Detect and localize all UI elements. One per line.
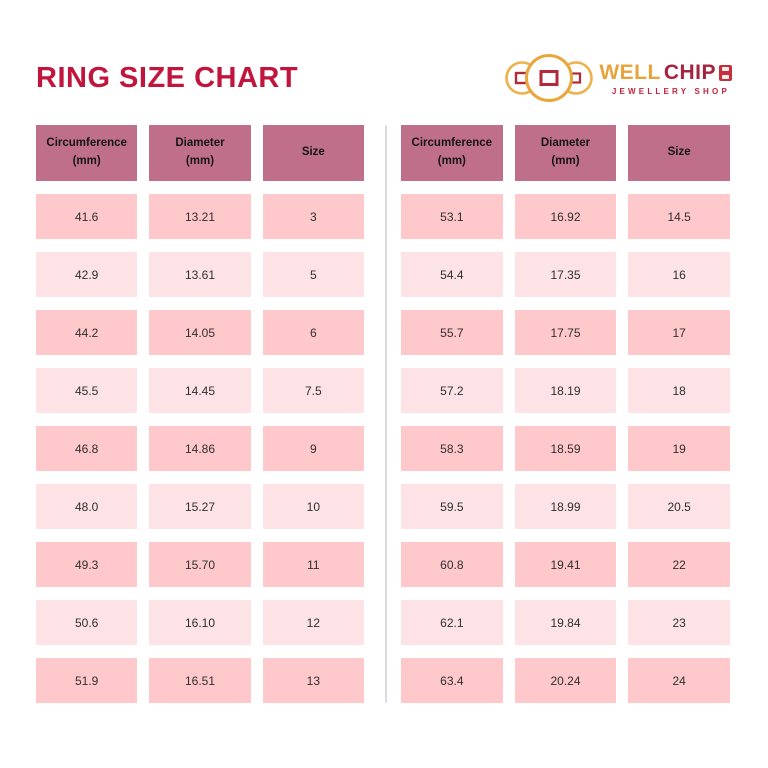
data-cell: 13.21 [149,194,251,239]
data-cell: 45.5 [36,368,138,413]
data-cell: 16.51 [149,658,251,703]
data-cell: 14.86 [149,426,251,471]
data-cell: 16.92 [514,194,617,239]
page-title: RING SIZE CHART [36,61,299,94]
data-cell: 20.24 [514,658,617,703]
topbar: RING SIZE CHART WELL CHIP JEWELLERY SHOP [36,46,732,110]
data-cell: 58.3 [401,426,503,471]
data-cell: 10 [262,484,364,529]
data-cell: 16 [628,252,730,297]
data-cell: 14.45 [149,368,251,413]
tables-section: Circumference (mm) Diameter (mm) Size 41.6 13.… [36,125,732,703]
ring-size-table-right: Circumference (mm) Diameter (mm) Size 53.1 16.… [401,125,730,703]
data-cell: 23 [628,600,730,645]
data-cell: 14.05 [149,310,251,355]
data-cell: 3 [262,194,364,239]
data-cell: 60.8 [401,542,503,587]
header-text: Size [301,146,325,159]
data-cell: 16.10 [149,600,251,645]
header-text: Diameter [175,137,225,150]
data-cell: 46.8 [36,426,138,471]
brand-well: WELL [599,60,661,84]
data-cell: 7.5 [262,368,364,413]
brand-chip: CHIP [663,60,716,84]
data-cell: 18.99 [514,484,617,529]
data-cell: 18.59 [514,426,617,471]
data-cell: 20.5 [628,484,730,529]
data-cell: 63.4 [401,658,503,703]
data-cell: 51.9 [36,658,138,703]
data-cell: 17.35 [514,252,617,297]
data-cell: 54.4 [401,252,503,297]
header-text: (mm) [72,155,101,167]
header-cell: Size [628,125,730,181]
header-text: (mm) [437,155,466,167]
data-cell: 50.6 [36,600,138,645]
header-cell: Circumference (mm) [401,125,503,181]
data-cell: 14.5 [628,194,730,239]
data-cell: 13.61 [149,252,251,297]
data-cell: 62.1 [401,600,503,645]
data-cell: 13 [262,658,364,703]
data-cell: 15.70 [149,542,251,587]
header-cell: Circumference (mm) [36,125,138,181]
header-text: (mm) [551,155,580,167]
data-cell: 17.75 [514,310,617,355]
header-text: Circumference [411,137,493,150]
data-cell: 57.2 [401,368,503,413]
header-cell: Diameter (mm) [149,125,251,181]
data-cell: 55.7 [401,310,503,355]
header-text: (mm) [185,155,215,167]
data-cell: 49.3 [36,542,138,587]
data-cell: 24 [628,658,730,703]
seal-icon [719,64,732,81]
data-cell: 22 [628,542,730,587]
data-cell: 19 [628,426,730,471]
data-cell: 6 [262,310,364,355]
header-text: Size [667,146,691,159]
data-cell: 19.84 [514,600,617,645]
header-cell: Size [262,125,364,181]
data-cell: 12 [262,600,364,645]
data-cell: 11 [262,542,364,587]
header-cell: Diameter (mm) [514,125,617,181]
brand-name: WELL CHIP [599,61,732,85]
wellchip-logo: WELL CHIP JEWELLERY SHOP [505,47,732,109]
header-text: Diameter [540,137,591,150]
data-cell: 48.0 [36,484,138,529]
vertical-divider [385,125,387,703]
data-cell: 41.6 [36,194,138,239]
data-cell: 19.41 [514,542,617,587]
data-cell: 18.19 [514,368,617,413]
header-text: Circumference [46,137,127,150]
data-cell: 53.1 [401,194,503,239]
three-coins-icon [505,47,594,109]
logo-tagline: JEWELLERY SHOP [611,86,730,96]
data-cell: 15.27 [149,484,251,529]
data-cell: 44.2 [36,310,138,355]
data-cell: 18 [628,368,730,413]
ring-size-table-left: Circumference (mm) Diameter (mm) Size 41.6 13.… [36,125,364,703]
data-cell: 9 [262,426,364,471]
data-cell: 17 [628,310,730,355]
data-cell: 5 [262,252,364,297]
data-cell: 59.5 [401,484,503,529]
logo-text: WELL CHIP JEWELLERY SHOP [599,61,732,96]
data-cell: 42.9 [36,252,138,297]
